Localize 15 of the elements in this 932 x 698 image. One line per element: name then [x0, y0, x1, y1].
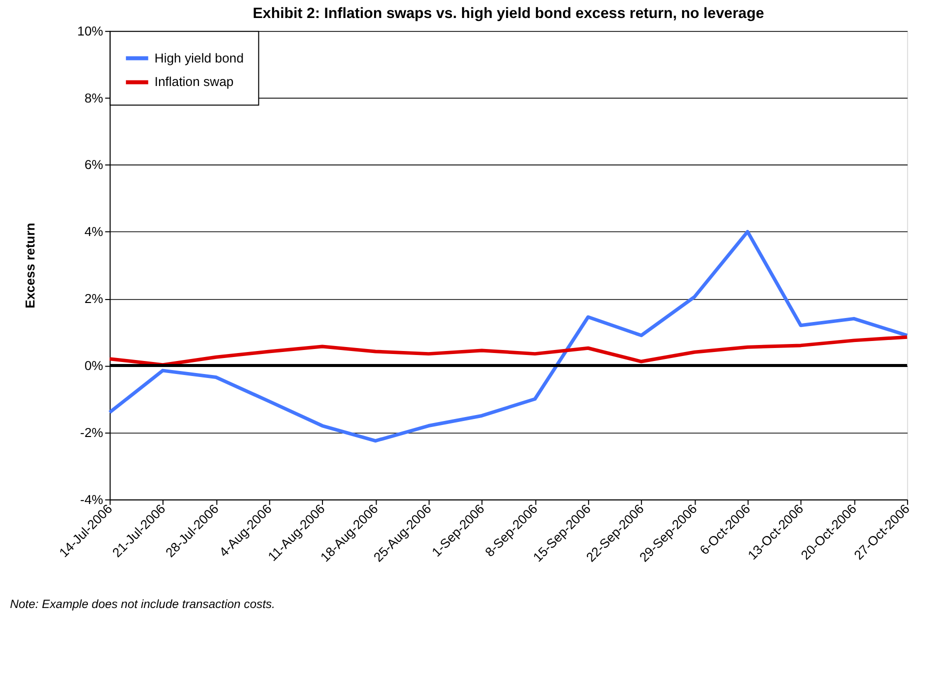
- y-tick-label: 2%: [84, 291, 104, 306]
- y-tick-label: -2%: [80, 424, 104, 440]
- y-axis-title: Excess return: [22, 222, 38, 308]
- chart-title: Exhibit 2: Inflation swaps vs. high yield bond excess return, no leverage: [252, 4, 764, 22]
- y-tick-label: 0%: [84, 358, 104, 374]
- legend-label: High yield bond: [154, 50, 244, 66]
- legend-label: Inflation swap: [154, 74, 234, 90]
- line-series: [108, 230, 909, 443]
- line-series: [108, 335, 909, 367]
- y-tick-label: -4%: [80, 492, 104, 507]
- y-tick-label: 10%: [77, 23, 104, 38]
- text: Note: Example does not include transaction costs.: [10, 597, 276, 612]
- y-tick-label: 8%: [84, 90, 104, 106]
- y-tick-label: 4%: [84, 224, 104, 240]
- y-tick-label: 6%: [84, 157, 104, 172]
